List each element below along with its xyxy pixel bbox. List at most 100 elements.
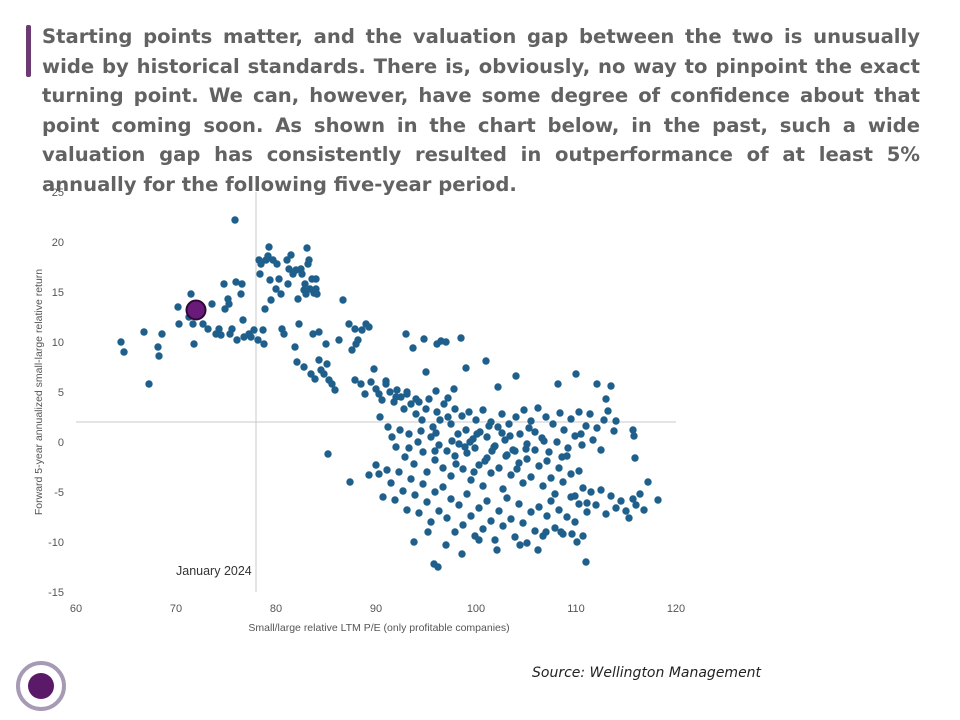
data-point bbox=[267, 296, 275, 304]
data-point bbox=[579, 484, 587, 492]
data-point bbox=[451, 528, 459, 536]
data-point bbox=[443, 514, 451, 522]
data-point bbox=[434, 563, 442, 571]
data-point bbox=[435, 441, 443, 449]
data-point bbox=[534, 404, 542, 412]
y-tick-label: 20 bbox=[52, 237, 64, 249]
data-point bbox=[607, 382, 615, 390]
data-point bbox=[542, 413, 550, 421]
data-point bbox=[582, 422, 590, 430]
data-point bbox=[604, 407, 612, 415]
data-point bbox=[556, 409, 564, 417]
data-point bbox=[392, 443, 400, 451]
data-point bbox=[547, 497, 555, 505]
data-point bbox=[272, 285, 280, 293]
data-point bbox=[563, 513, 571, 521]
data-point bbox=[423, 498, 431, 506]
data-point bbox=[535, 503, 543, 511]
data-point bbox=[571, 432, 579, 440]
data-point bbox=[250, 326, 258, 334]
data-point bbox=[467, 476, 475, 484]
data-point bbox=[612, 504, 620, 512]
data-point bbox=[451, 452, 459, 460]
data-point bbox=[370, 365, 378, 373]
data-point bbox=[422, 368, 430, 376]
data-point bbox=[411, 491, 419, 499]
data-point bbox=[322, 340, 330, 348]
data-point bbox=[629, 426, 637, 434]
data-point bbox=[557, 528, 565, 536]
data-point bbox=[384, 423, 392, 431]
data-point bbox=[357, 380, 365, 388]
data-point bbox=[217, 331, 225, 339]
data-point bbox=[220, 280, 228, 288]
data-point bbox=[564, 444, 572, 452]
data-point bbox=[607, 492, 615, 500]
data-point bbox=[519, 479, 527, 487]
data-point bbox=[559, 478, 567, 486]
data-point bbox=[527, 473, 535, 481]
data-point bbox=[631, 454, 639, 462]
data-point bbox=[395, 468, 403, 476]
data-point bbox=[617, 497, 625, 505]
data-point bbox=[412, 410, 420, 418]
data-point bbox=[378, 396, 386, 404]
data-point bbox=[579, 532, 587, 540]
data-point bbox=[439, 483, 447, 491]
y-tick-label: 5 bbox=[58, 387, 64, 399]
data-point bbox=[451, 405, 459, 413]
data-point bbox=[494, 423, 502, 431]
data-point bbox=[431, 488, 439, 496]
data-point bbox=[187, 290, 195, 298]
data-point bbox=[612, 417, 620, 425]
data-point bbox=[199, 320, 207, 328]
data-point bbox=[516, 541, 524, 549]
x-tick-label: 60 bbox=[70, 603, 82, 615]
data-point bbox=[280, 330, 288, 338]
data-point bbox=[479, 406, 487, 414]
data-point bbox=[402, 330, 410, 338]
data-point bbox=[307, 370, 315, 378]
data-point bbox=[422, 405, 430, 413]
data-point bbox=[315, 356, 323, 364]
data-point bbox=[117, 338, 125, 346]
data-point bbox=[444, 413, 452, 421]
x-tick-label: 90 bbox=[370, 603, 382, 615]
data-point bbox=[471, 444, 479, 452]
data-point bbox=[412, 395, 420, 403]
data-point bbox=[498, 429, 506, 437]
data-point bbox=[284, 280, 292, 288]
data-point bbox=[571, 518, 579, 526]
data-point bbox=[534, 546, 542, 554]
data-point bbox=[140, 328, 148, 336]
data-point bbox=[346, 478, 354, 486]
data-point bbox=[348, 346, 356, 354]
data-point bbox=[295, 320, 303, 328]
data-point bbox=[275, 275, 283, 283]
data-point bbox=[352, 340, 360, 348]
data-point bbox=[573, 538, 581, 546]
data-point bbox=[311, 375, 319, 383]
data-point bbox=[145, 380, 153, 388]
data-point bbox=[583, 499, 591, 507]
data-point bbox=[597, 446, 605, 454]
data-point bbox=[409, 344, 417, 352]
data-point bbox=[457, 334, 465, 342]
y-axis-ticks: 25 20 15 10 5 0 -5 -10 -15 bbox=[48, 187, 64, 599]
data-point bbox=[498, 410, 506, 418]
data-point bbox=[291, 343, 299, 351]
data-point bbox=[367, 378, 375, 386]
data-point bbox=[447, 472, 455, 480]
data-point bbox=[463, 490, 471, 498]
data-point bbox=[630, 432, 638, 440]
data-point bbox=[175, 320, 183, 328]
data-point bbox=[622, 507, 630, 515]
data-point bbox=[462, 426, 470, 434]
data-point bbox=[393, 386, 401, 394]
data-point bbox=[365, 471, 373, 479]
data-point bbox=[523, 539, 531, 547]
data-point bbox=[431, 456, 439, 464]
data-point bbox=[287, 251, 295, 259]
data-point bbox=[531, 446, 539, 454]
data-point bbox=[324, 450, 332, 458]
